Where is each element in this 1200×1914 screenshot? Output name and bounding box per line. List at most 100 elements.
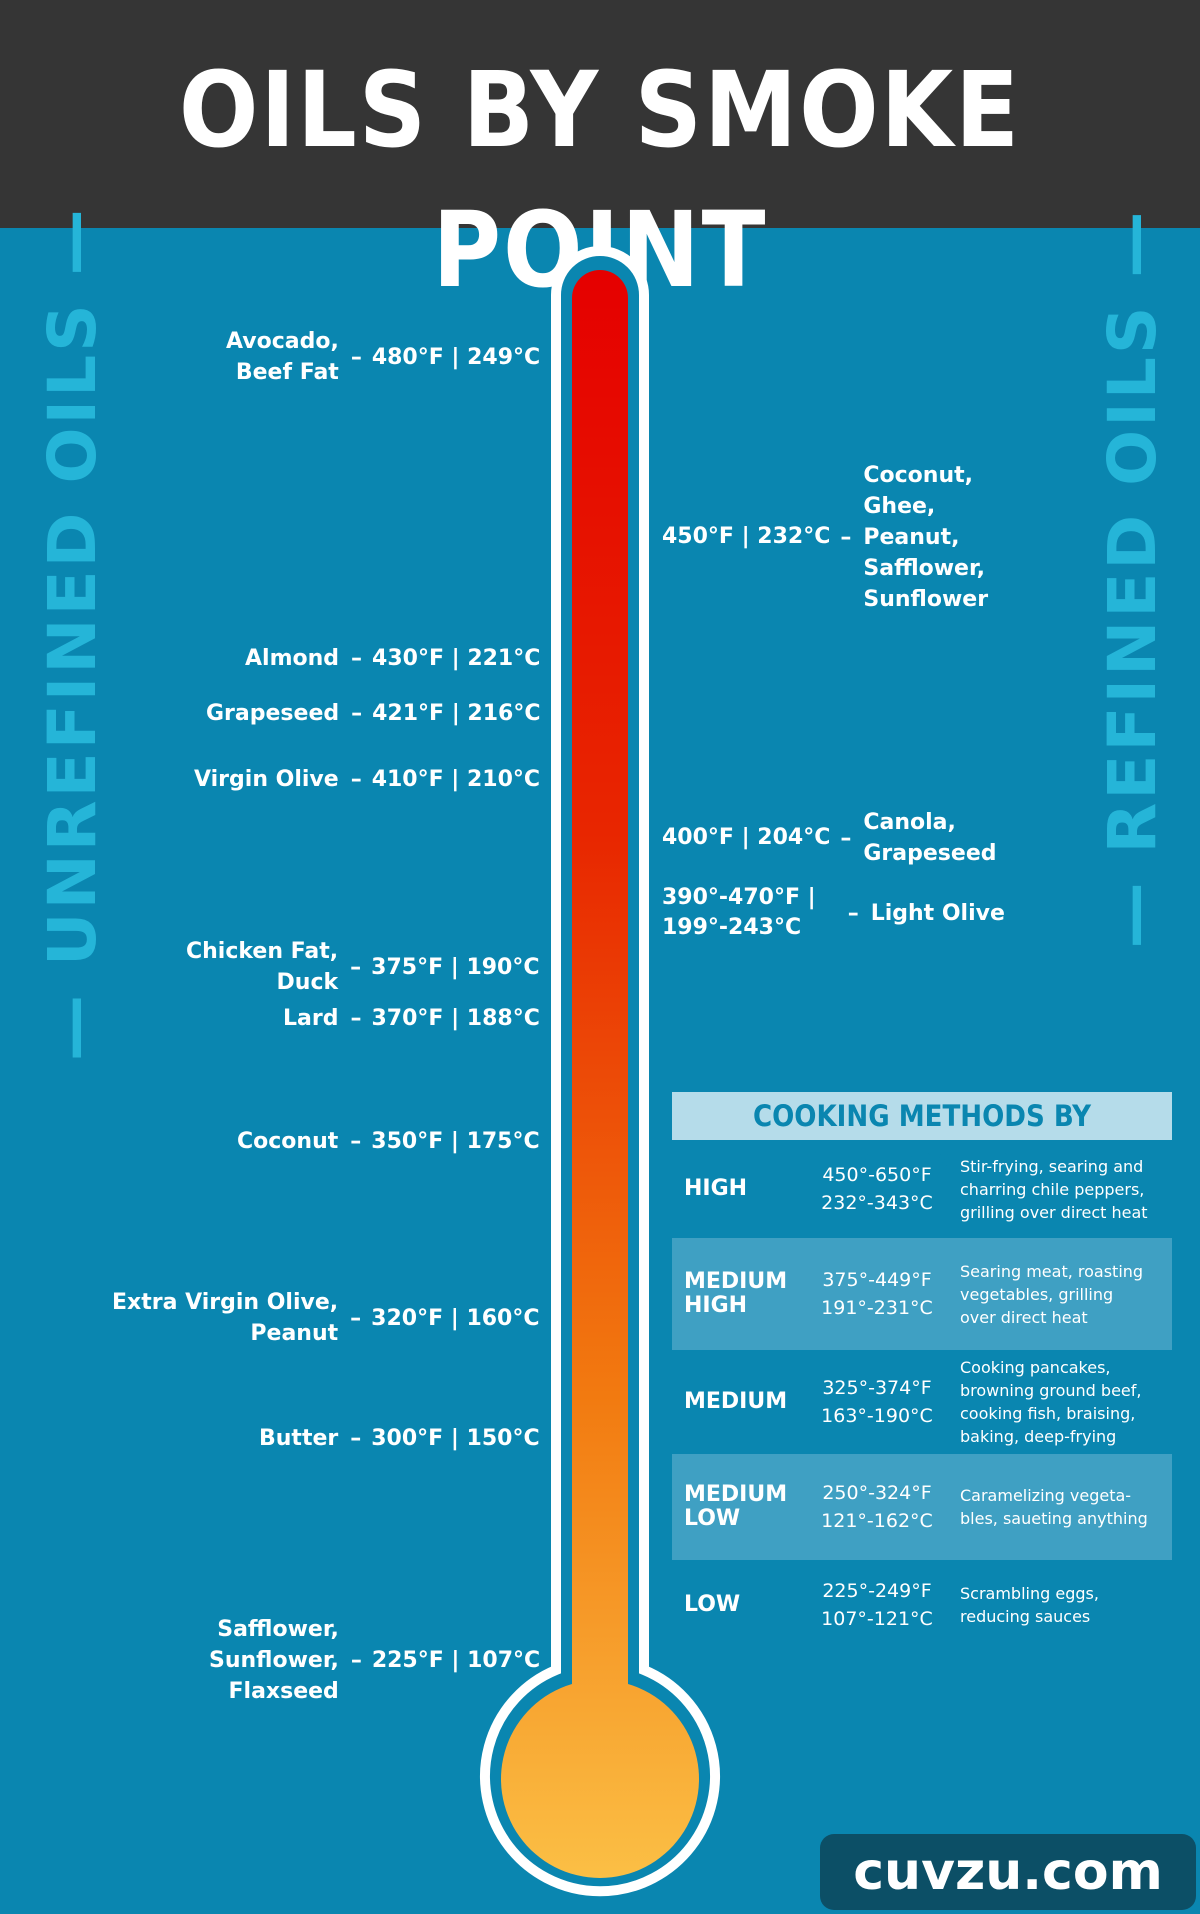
heat-level-line: MEDIUM <box>684 1482 788 1507</box>
oil-names: Chicken Fat, Duck <box>186 936 338 998</box>
oil-name: Lard <box>283 1005 339 1031</box>
description-line: grilling over direct heat <box>960 1202 1148 1222</box>
thermometer-fill <box>500 270 699 1878</box>
method-description: Stir-frying, searing and charring chile p… <box>952 1155 1172 1224</box>
dash: – <box>840 524 852 550</box>
oil-name: Avocado, <box>226 329 339 354</box>
dash: – <box>350 1005 362 1031</box>
oil-name: Extra Virgin Olive, <box>112 1290 339 1315</box>
description-line: bles, saueting anything <box>960 1509 1148 1528</box>
method-description: Scrambling eggs, reducing sauces <box>952 1582 1172 1628</box>
dash: – <box>350 1425 362 1451</box>
smoke-point-temp: 390°-470°F | 199°-243°C <box>662 883 816 943</box>
celsius-range: 191°-231°C <box>821 1297 933 1319</box>
dash: – <box>350 1305 362 1331</box>
temperature-range: 325°-374°F 163°-190°C <box>802 1374 952 1430</box>
dash: – <box>350 1647 362 1673</box>
oil-name: Flaxseed <box>228 1678 339 1704</box>
celsius-range: 121°-162°C <box>821 1510 933 1532</box>
heat-level-line: MEDIUM <box>684 1269 788 1294</box>
oil-name: Safflower, <box>863 555 985 581</box>
description-line: Cooking pancakes, <box>960 1358 1111 1377</box>
dash: – <box>847 900 859 926</box>
smoke-point-temp: 350°F | 175°C <box>371 1128 540 1154</box>
header-bar: OILS BY SMOKE POINT <box>0 0 1200 311</box>
unrefined-oil-entry: Coconut –350°F | 175°C <box>237 1126 540 1157</box>
temperature-range: 225°-249°F 107°-121°C <box>802 1577 952 1633</box>
cooking-methods-table: COOKING METHODS BY TEMPERATURE HIGH 450°-… <box>672 1092 1172 1650</box>
oil-name: Peanut, <box>863 524 960 550</box>
cooking-method-row: LOW 225°-249°F 107°-121°C Scrambling eggs, r… <box>672 1560 1172 1650</box>
oil-name: Almond <box>245 645 340 671</box>
description-line: cooking fish, braising, <box>960 1404 1136 1423</box>
oil-names: Avocado, Beef Fat <box>226 326 339 388</box>
refined-oil-entry: 450°F | 232°C – Coconut, Ghee, Peanut, Safflo… <box>662 460 988 615</box>
method-description: Cooking pancakes, browning ground beef, co… <box>952 1356 1172 1448</box>
oil-names: Virgin Olive <box>194 764 339 795</box>
dash: – <box>350 766 362 792</box>
celsius-range: 232°-343°C <box>821 1192 933 1214</box>
dash: – <box>840 825 852 851</box>
refined-oil-entry: 390°-470°F | 199°-243°C – Light Olive <box>662 883 1005 943</box>
oil-name: Beef Fat <box>235 360 339 385</box>
description-line: vegetables, grilling <box>960 1284 1114 1304</box>
oil-name: Butter <box>259 1425 339 1451</box>
oil-names: Coconut, Ghee, Peanut, Safflower, Sunflower <box>863 460 988 615</box>
page-title: OILS BY SMOKE POINT <box>178 49 1022 311</box>
oil-names: Almond <box>245 643 339 674</box>
heat-level: MEDIUM LOW <box>672 1483 802 1531</box>
smoke-point-temp: 430°F | 221°C <box>372 645 541 671</box>
description-line: Searing meat, roasting <box>960 1261 1144 1281</box>
watermark: cuvzu.com <box>820 1834 1196 1910</box>
temp-line: 199°-243°C <box>662 915 802 940</box>
heat-level-line: HIGH <box>684 1293 748 1318</box>
smoke-point-temp: 450°F | 232°C <box>662 522 830 552</box>
temp-line: 450°F | 232°C <box>662 524 831 549</box>
oil-name: Peanut <box>250 1321 339 1346</box>
heat-level: HIGH <box>672 1177 802 1201</box>
oil-names: Extra Virgin Olive, Peanut <box>112 1287 338 1349</box>
description-line: browning ground beef, <box>960 1381 1142 1400</box>
heat-level-line: MEDIUM <box>684 1389 788 1414</box>
fahrenheit-range: 225°-249°F <box>822 1580 932 1602</box>
cooking-method-row: MEDIUM 325°-374°F 163°-190°C Cooking pancak… <box>672 1350 1172 1454</box>
unrefined-oil-entry: Avocado, Beef Fat –480°F | 249°C <box>226 326 540 388</box>
celsius-range: 163°-190°C <box>821 1405 933 1427</box>
unrefined-oil-entry: Virgin Olive –410°F | 210°C <box>194 764 540 795</box>
description-line: Scrambling eggs, <box>960 1584 1099 1603</box>
oil-name: Light Olive <box>870 900 1005 926</box>
oil-name: Virgin Olive <box>194 766 339 792</box>
heat-level-line: LOW <box>684 1592 741 1617</box>
heat-level: MEDIUM <box>672 1390 802 1414</box>
smoke-point-temp: 370°F | 188°C <box>371 1005 540 1031</box>
fahrenheit-range: 450°-650°F <box>822 1164 932 1186</box>
oil-names: Lard <box>283 1003 338 1034</box>
dash: – <box>351 645 363 671</box>
oil-name: Sunflower, <box>209 1647 339 1673</box>
description-line: charring chile peppers, <box>960 1179 1145 1199</box>
description-line: reducing sauces <box>960 1607 1091 1626</box>
heat-level-line: HIGH <box>684 1176 748 1201</box>
oil-names: Canola, Grapeseed <box>863 807 996 869</box>
method-description: Caramelizing vegeta-bles, saueting anyth… <box>952 1484 1172 1530</box>
dash: – <box>351 700 363 726</box>
cooking-methods-title: COOKING METHODS BY TEMPERATURE <box>672 1092 1172 1181</box>
oil-names: Coconut <box>237 1126 338 1157</box>
smoke-point-temp: 410°F | 210°C <box>371 766 541 792</box>
oil-names: Light Olive <box>871 898 1005 929</box>
heat-level-line: LOW <box>684 1506 741 1531</box>
unrefined-oil-entry: Safflower, Sunflower, Flaxseed –225°F | 107… <box>209 1614 540 1707</box>
oil-names: Butter <box>259 1423 338 1454</box>
temp-line: 400°F | 204°C <box>662 825 831 850</box>
smoke-point-temp: 300°F | 150°C <box>371 1425 540 1451</box>
dash: – <box>350 954 362 980</box>
smoke-point-temp: 320°F | 160°C <box>371 1305 540 1331</box>
description-line: Stir-frying, searing and <box>960 1156 1144 1176</box>
fahrenheit-range: 325°-374°F <box>822 1377 932 1399</box>
oil-name: Grapeseed <box>206 700 340 726</box>
description-line: over direct heat <box>960 1307 1088 1327</box>
unrefined-oil-entry: Butter –300°F | 150°C <box>259 1423 540 1454</box>
cooking-method-row: MEDIUM HIGH 375°-449°F 191°-231°C Searing me… <box>672 1238 1172 1350</box>
oil-name: Coconut <box>237 1128 339 1154</box>
oil-names: Safflower, Sunflower, Flaxseed <box>209 1614 339 1707</box>
